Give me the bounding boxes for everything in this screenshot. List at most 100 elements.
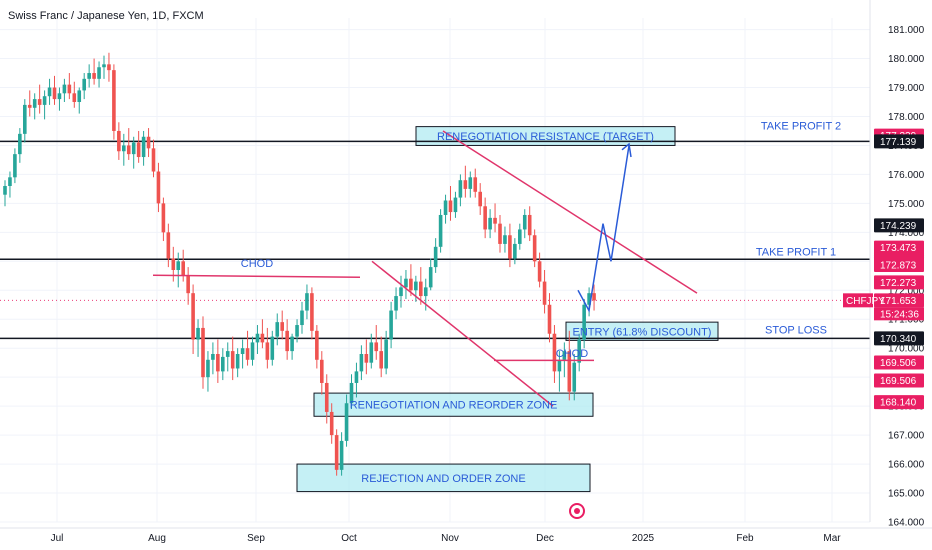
x-tick-label: Feb <box>736 533 754 544</box>
x-tick-label: Sep <box>247 533 265 544</box>
candle-body <box>62 84 67 94</box>
time-axis: Jul Aug Sep Oct Nov Dec 2025 Feb Mar <box>0 527 932 544</box>
price-tag <box>874 275 924 290</box>
candle-body <box>404 278 408 288</box>
chod-right-label: CHOD <box>556 348 588 360</box>
candle-body <box>171 258 176 270</box>
candle-body <box>577 339 581 363</box>
candle-body <box>428 267 433 288</box>
candle-body <box>458 180 463 198</box>
y-tick-label: 164.000 <box>888 518 925 529</box>
candle-body <box>537 261 542 282</box>
y-tick-label: 180.000 <box>888 54 925 65</box>
candle-body <box>126 145 131 155</box>
candle-body <box>141 136 146 158</box>
projected-path <box>577 145 630 313</box>
candle-body <box>518 229 522 244</box>
candle-body <box>547 304 552 334</box>
candle-body <box>225 351 230 357</box>
price-tag-label: 172.273 <box>880 278 917 289</box>
countdown-tag <box>874 307 924 321</box>
candle-body <box>339 440 344 470</box>
price-tag-label: 171.653 <box>880 296 917 307</box>
event-icon <box>569 503 585 519</box>
candle-body <box>216 354 220 372</box>
candle-body <box>131 142 136 155</box>
candle-body <box>572 362 577 392</box>
price-tag <box>874 395 924 410</box>
price-tag <box>874 134 924 149</box>
candle-body <box>42 96 47 105</box>
projected-path-arrow <box>621 142 632 158</box>
entry-zone <box>565 321 719 341</box>
candle-body <box>92 73 96 79</box>
candle-body <box>87 73 91 79</box>
candle-body <box>201 327 205 378</box>
candle-body <box>488 217 492 230</box>
price-tag <box>874 240 924 255</box>
price-tag-label: 169.506 <box>880 376 917 387</box>
y-tick-label: 178.000 <box>888 112 925 123</box>
candle-body <box>300 310 304 326</box>
price-tag <box>874 355 924 370</box>
price-tag <box>874 218 924 233</box>
candle-body <box>315 330 319 360</box>
candle-body <box>473 177 478 192</box>
candle-body <box>3 186 7 195</box>
price-tag-label: 169.506 <box>880 358 917 369</box>
price-tag-label: 173.473 <box>880 243 917 254</box>
candle-body <box>102 64 106 68</box>
candle-body <box>275 322 280 337</box>
symbol-tag-label: CHFJPY <box>846 296 885 307</box>
candle-body <box>493 217 497 224</box>
candle-body <box>52 87 57 100</box>
renegotiation-resistance-zone-label: RENEGOTIATION RESISTANCE (TARGET) <box>437 131 654 143</box>
candle-body <box>285 330 289 352</box>
candle-body <box>513 243 517 259</box>
candle-body <box>27 104 32 108</box>
candle-body <box>107 64 111 71</box>
x-tick-label: Jul <box>51 533 64 544</box>
candle-body <box>82 78 86 91</box>
candle-body <box>32 99 37 108</box>
candle-body <box>151 148 156 172</box>
candle-body <box>532 235 537 262</box>
candle-body <box>414 281 418 291</box>
candle-body <box>47 87 52 97</box>
candle-body <box>478 191 482 207</box>
candle-body <box>394 296 398 311</box>
candle-body <box>156 171 161 204</box>
price-tag-label: 168.140 <box>880 398 917 409</box>
candle-body <box>18 133 22 155</box>
candle-body <box>23 104 27 134</box>
y-tick-label: 181.000 <box>888 25 925 36</box>
candle-body <box>483 206 487 230</box>
countdown-label: 15:24:36 <box>880 309 919 320</box>
candle-body <box>389 310 393 340</box>
candle-body <box>295 325 299 337</box>
candle-body <box>463 180 468 189</box>
x-tick-label: Nov <box>441 533 459 544</box>
entry-zone-label: ENTRY (61.8% DISCOUNT) <box>573 326 712 338</box>
candle-body <box>592 293 596 301</box>
candle-body <box>567 351 572 392</box>
y-tick-label: 175.000 <box>888 199 925 210</box>
candle-body <box>498 223 502 244</box>
price-tag <box>874 257 924 272</box>
zones <box>296 126 719 493</box>
candle-body <box>587 293 591 305</box>
candle-body <box>508 235 512 259</box>
price-tag-label: 170.340 <box>880 334 917 345</box>
y-tick-label: 167.000 <box>888 431 925 442</box>
candle-body <box>260 333 265 343</box>
candle-body <box>379 351 383 369</box>
candle-body <box>419 281 423 297</box>
candle-body <box>77 90 82 102</box>
y-tick-label: 165.000 <box>888 489 925 500</box>
take-profit-2-label: TAKE PROFIT 2 <box>761 121 841 133</box>
candle-body <box>448 200 453 213</box>
grid <box>0 18 870 523</box>
candle-body <box>453 197 458 213</box>
candle-body <box>117 130 121 152</box>
